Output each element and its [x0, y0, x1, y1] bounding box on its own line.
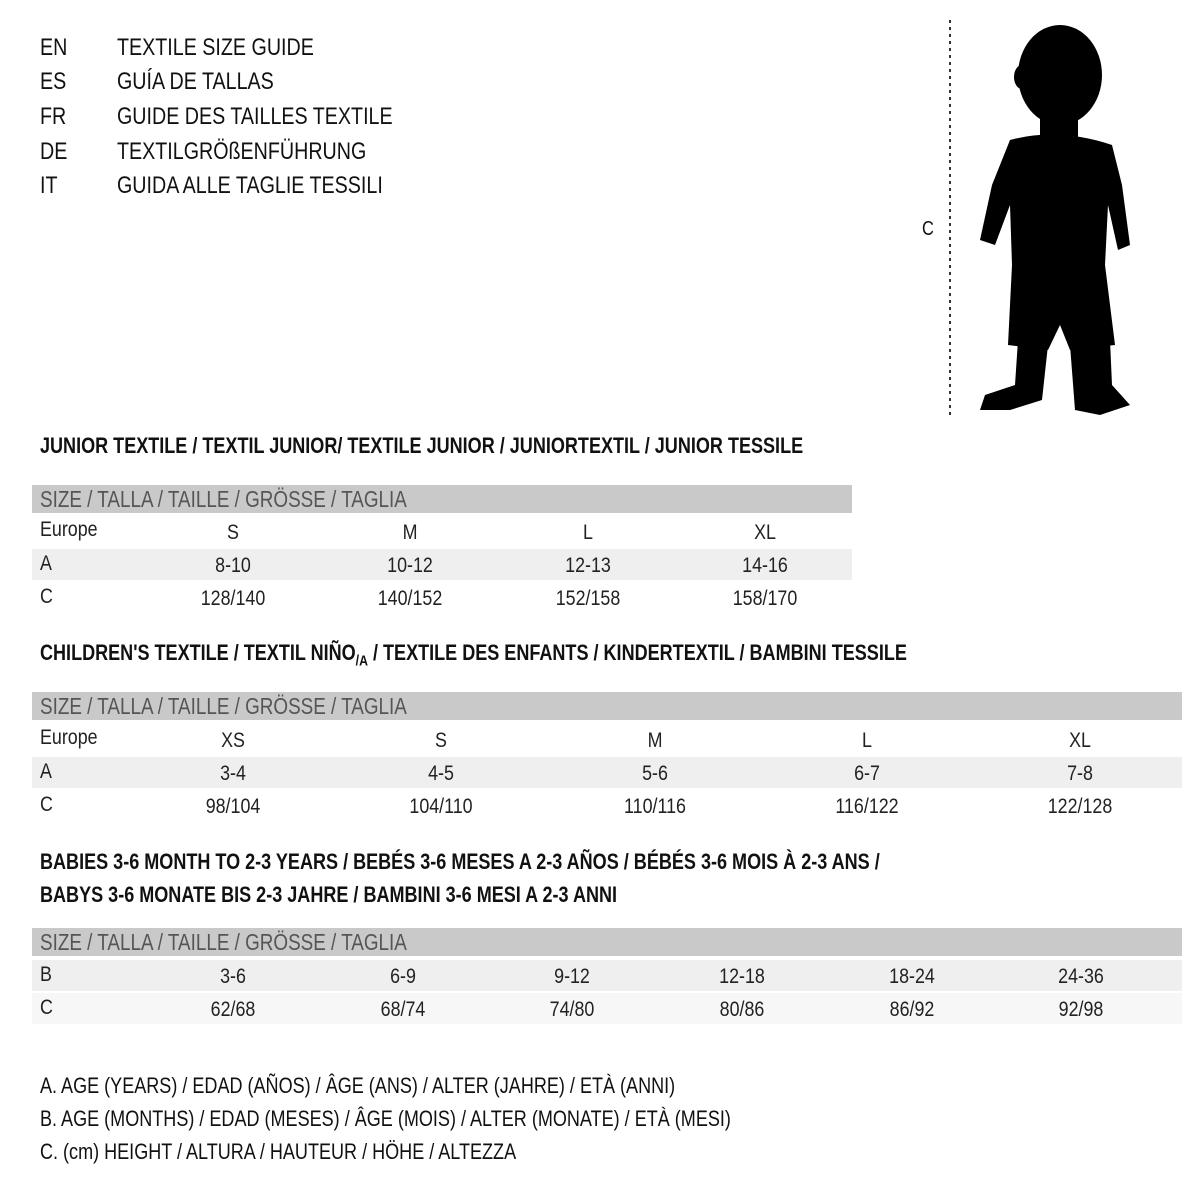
title-text: TEXTILE SIZE GUIDE: [117, 34, 314, 61]
cell: 110/116: [624, 795, 686, 818]
legend-item: C. (cm) HEIGHT / ALTURA / HAUTEUR / HÖHE…: [40, 1139, 517, 1164]
cell: 140/152: [377, 587, 443, 610]
cell: 12-18: [719, 965, 765, 988]
title-text: GUÍA DE TALLAS: [117, 68, 274, 95]
cell: L: [862, 729, 872, 752]
cell: 9-12: [554, 965, 590, 988]
child-silhouette-icon: [949, 20, 1130, 415]
cell: 74/80: [549, 998, 595, 1021]
babies-section-title: BABIES 3-6 MONTH TO 2-3 YEARS / BEBÉS 3-…: [40, 849, 880, 874]
children-table-header: SIZE / TALLA / TAILLE / GRÖSSE / TAGLIA: [32, 692, 1182, 720]
lang-code: EN: [40, 34, 68, 61]
cell: 152/158: [555, 587, 621, 610]
cell: 18-24: [889, 965, 935, 988]
row-label: Europe: [40, 726, 98, 749]
title-part: CHILDREN'S TEXTILE / TEXTIL NIÑO: [40, 640, 356, 665]
cell: M: [402, 521, 418, 544]
cell: XL: [754, 521, 776, 544]
height-label: C: [922, 218, 934, 240]
cell: 92/98: [1058, 998, 1104, 1021]
cell: 5-6: [642, 762, 668, 785]
title-part: / TEXTILE DES ENFANTS / KINDERTEXTIL / B…: [367, 640, 907, 665]
row-shade: [32, 960, 1182, 991]
row-shade: [32, 549, 852, 580]
row-label: B: [40, 963, 52, 986]
cell: 3-4: [220, 762, 246, 785]
cell: XS: [221, 729, 245, 752]
cell: 7-8: [1067, 762, 1093, 785]
cell: 104/110: [409, 795, 473, 818]
cell: 122/128: [1047, 795, 1113, 818]
junior-table-header: SIZE / TALLA / TAILLE / GRÖSSE / TAGLIA: [32, 485, 852, 513]
cell: 3-6: [220, 965, 246, 988]
cell: 4-5: [428, 762, 454, 785]
cell: 128/140: [200, 587, 266, 610]
cell: 14-16: [742, 554, 788, 577]
cell: 68/74: [380, 998, 426, 1021]
cell: 80/86: [719, 998, 765, 1021]
row-shade: [32, 993, 1182, 1024]
header-text: SIZE / TALLA / TAILLE / GRÖSSE / TAGLIA: [40, 929, 407, 955]
title-text: TEXTILGRÖßENFÜHRUNG: [117, 138, 367, 165]
row-shade: [32, 757, 1182, 788]
header-text: SIZE / TALLA / TAILLE / GRÖSSE / TAGLIA: [40, 486, 407, 512]
legend-item: B. AGE (MONTHS) / EDAD (MESES) / ÂGE (MO…: [40, 1106, 731, 1131]
cell: 62/68: [210, 998, 256, 1021]
row-label: A: [40, 760, 52, 783]
lang-code: IT: [40, 172, 58, 199]
cell: S: [435, 729, 447, 752]
cell: 86/92: [889, 998, 935, 1021]
cell: XL: [1069, 729, 1091, 752]
cell: 116/122: [835, 795, 899, 818]
cell: 12-13: [565, 554, 611, 577]
row-label: C: [40, 996, 53, 1019]
cell: 10-12: [387, 554, 433, 577]
cell: S: [227, 521, 239, 544]
title-text: GUIDA ALLE TAGLIE TESSILI: [117, 172, 383, 199]
children-section-title: CHILDREN'S TEXTILE / TEXTIL NIÑO/A / TEX…: [40, 640, 907, 669]
title-text: GUIDE DES TAILLES TEXTILE: [117, 103, 393, 130]
cell: 8-10: [215, 554, 251, 577]
header-text: SIZE / TALLA / TAILLE / GRÖSSE / TAGLIA: [40, 693, 407, 719]
babies-table-header: SIZE / TALLA / TAILLE / GRÖSSE / TAGLIA: [32, 928, 1182, 956]
cell: 98/104: [205, 795, 261, 818]
lang-code: FR: [40, 103, 67, 130]
row-label: C: [40, 585, 53, 608]
lang-code: ES: [40, 68, 67, 95]
cell: M: [647, 729, 663, 752]
row-label: C: [40, 793, 53, 816]
cell: 24-36: [1058, 965, 1104, 988]
babies-section-title-2: BABYS 3-6 MONATE BIS 2-3 JAHRE / BAMBINI…: [40, 882, 618, 907]
cell: 6-9: [390, 965, 416, 988]
junior-section-title: JUNIOR TEXTILE / TEXTIL JUNIOR/ TEXTILE …: [40, 433, 804, 458]
row-label: A: [40, 552, 52, 575]
row-label: Europe: [40, 518, 98, 541]
legend-item: A. AGE (YEARS) / EDAD (AÑOS) / ÂGE (ANS)…: [40, 1073, 676, 1098]
cell: 6-7: [854, 762, 880, 785]
title-subscript: /A: [355, 652, 368, 670]
cell: L: [583, 521, 593, 544]
lang-code: DE: [40, 138, 68, 165]
cell: 158/170: [732, 587, 798, 610]
